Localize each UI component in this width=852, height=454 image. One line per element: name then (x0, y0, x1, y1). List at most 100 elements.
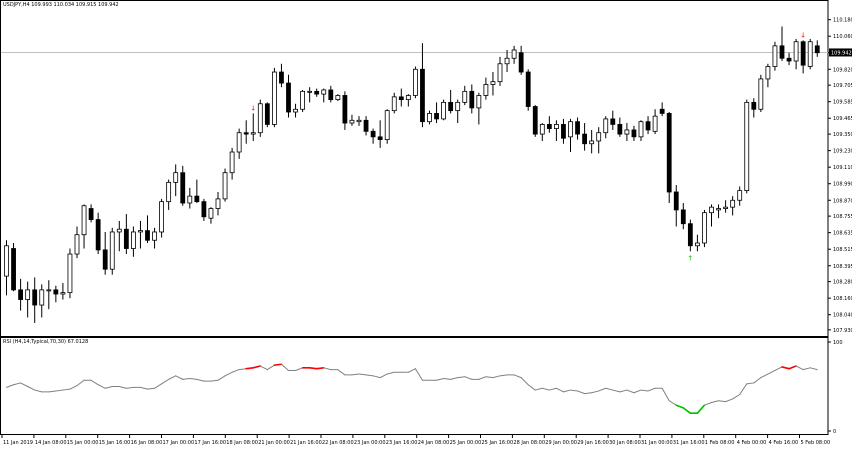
price-tick-label: 107.930 (833, 328, 852, 334)
candle-body (103, 250, 107, 269)
candle-body (667, 113, 671, 192)
candle-body (604, 119, 608, 133)
candle (301, 90, 305, 112)
candle-body (702, 213, 706, 243)
rsi-overbought-segment (274, 364, 281, 365)
candle-body (96, 220, 100, 250)
rsi-tick-label: 100 (833, 340, 843, 346)
candle-body (336, 95, 340, 99)
candle-body (251, 133, 255, 134)
candle-body (717, 209, 721, 210)
candle-body (26, 290, 30, 300)
time-tick-label: 25 Jan 16:00 (482, 440, 514, 446)
candle (110, 228, 114, 275)
rsi-overbought-segment (310, 368, 317, 369)
candle-body (526, 72, 530, 106)
candle-body (576, 122, 580, 134)
candle-body (512, 50, 516, 58)
price-tick-label: 108.870 (833, 198, 852, 204)
candle-body (597, 133, 601, 141)
rsi-overbought-segment (246, 368, 253, 369)
candle (759, 75, 763, 112)
candle-body (47, 290, 51, 291)
time-tick-label: 17 Jan 16:00 (194, 440, 226, 446)
candle-body (371, 131, 375, 137)
price-tick-label: 109.585 (833, 100, 852, 106)
price-tick-label: 108.160 (833, 296, 852, 302)
price-tick-label: 108.990 (833, 182, 852, 188)
candle-body (801, 42, 805, 65)
price-tick-label: 108.395 (833, 264, 852, 270)
time-tick-label: 16 Jan 08:00 (131, 440, 163, 446)
candle-body (554, 124, 558, 128)
candle-body (329, 90, 333, 100)
candle-body (33, 290, 37, 305)
candle-body (745, 102, 749, 190)
candle-body (815, 46, 819, 53)
candle-body (160, 202, 164, 232)
candle-body (19, 290, 23, 300)
candle-body (195, 196, 199, 202)
candle-body (357, 120, 361, 121)
candle-body (202, 202, 206, 217)
candle-body (738, 191, 742, 201)
down-arrow-icon: ↓ (800, 31, 806, 39)
rsi-value: 67.0128 (68, 339, 89, 345)
candle-body (505, 58, 509, 64)
rsi-name: RSI (3, 339, 11, 345)
time-tick-label: 17 Jan 00:00 (163, 440, 195, 446)
candle-body (794, 42, 798, 61)
candle-body (209, 209, 213, 219)
time-tick-label: 24 Jan 08:00 (418, 440, 450, 446)
candle-body (470, 91, 474, 108)
symbol-header: USDJPY,H4 109.993 110.034 109.915 109.94… (3, 2, 119, 9)
candle-body (611, 119, 615, 125)
candle-body (385, 111, 389, 140)
candle-body (759, 79, 763, 109)
time-tick-label: 23 Jan 00:00 (354, 440, 386, 446)
candle-body (442, 102, 446, 119)
candle-body (265, 104, 269, 125)
candle-body (230, 152, 234, 173)
candle-body (61, 293, 65, 294)
candle (68, 249, 72, 299)
candle-body (752, 102, 756, 109)
candle (526, 69, 530, 110)
price-tick-label: 109.820 (833, 67, 852, 73)
price-tick-label: 108.040 (833, 313, 852, 319)
price-tick-label: 109.350 (833, 132, 852, 138)
price-tick-label: 108.515 (833, 247, 852, 253)
candle-body (625, 130, 629, 134)
candle-body (618, 124, 622, 134)
candle-body (294, 109, 298, 112)
time-tick-label: 23 Jan 16:00 (386, 440, 418, 446)
candle-body (167, 182, 171, 201)
candle-body (244, 133, 248, 134)
time-tick-label: 5 Feb 08:00 (801, 440, 831, 446)
down-arrow-icon: ↓ (250, 104, 256, 112)
candle-body (12, 249, 16, 290)
candle-body (688, 224, 692, 246)
rsi-params: (H4,14,Typical,70,30) (13, 339, 66, 345)
time-tick-label: 31 Jan 00:00 (641, 440, 673, 446)
candle-body (724, 207, 728, 208)
price-tick-label: 109.705 (833, 83, 852, 89)
candle-body (89, 209, 93, 220)
candle-body (308, 91, 312, 92)
candle-body (491, 82, 495, 85)
rsi-header: RSI (H4,14,Typical,70,30) 67.0128 (3, 339, 88, 346)
candle-body (639, 122, 643, 137)
candle (385, 109, 389, 143)
time-tick-label: 18 Jan 08:00 (226, 440, 258, 446)
candle (442, 100, 446, 121)
candle-body (40, 290, 44, 305)
candle-body (181, 173, 185, 203)
price-tick-label: 108.635 (833, 231, 852, 237)
candle (745, 100, 749, 194)
time-tick-label: 22 Jan 08:00 (322, 440, 354, 446)
time-tick-label: 21 Jan 00:00 (258, 440, 290, 446)
candle-body (75, 235, 79, 254)
candle-body (695, 243, 699, 246)
